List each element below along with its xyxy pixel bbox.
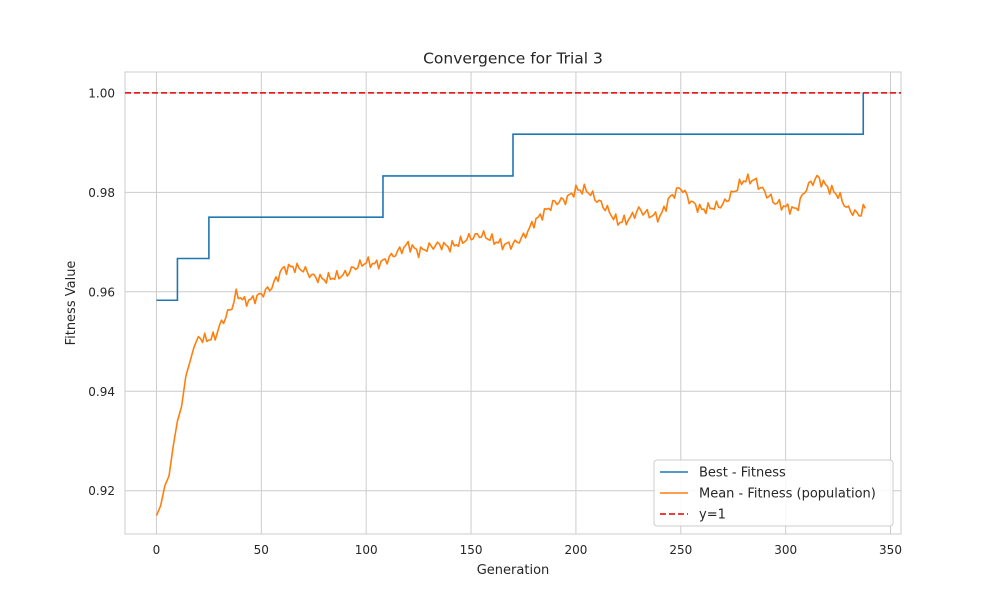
x-tick-label: 150 — [460, 543, 483, 557]
y-tick-label: 0.98 — [88, 186, 115, 200]
x-tick-label: 350 — [879, 543, 902, 557]
y-axis-label: Fitness Value — [64, 261, 79, 346]
legend-label-y-equals-1: y=1 — [699, 508, 726, 523]
y-tick-label: 1.00 — [88, 86, 115, 100]
plot-frame — [124, 71, 902, 535]
best-fitness-line — [156, 92, 865, 302]
x-tick-label: 250 — [669, 543, 692, 557]
y-tick-labels: 0.92 0.94 0.96 0.98 1.00 — [88, 86, 115, 498]
x-tick-label: 200 — [564, 543, 587, 557]
x-tick-label: 300 — [774, 543, 797, 557]
legend-label-mean-fitness: Mean - Fitness (population) — [699, 487, 876, 502]
mean-fitness-line — [155, 173, 867, 516]
y-tick-label: 0.96 — [88, 285, 115, 299]
x-tick-labels: 0 50 100 150 200 250 300 350 — [153, 543, 902, 557]
x-tick-label: 0 — [153, 543, 161, 557]
series-layer — [125, 92, 901, 516]
x-tick-label: 100 — [355, 543, 378, 557]
legend-label-best-fitness: Best - Fitness — [699, 466, 786, 481]
legend-box — [653, 459, 894, 527]
legend: Best - Fitness Mean - Fitness (populatio… — [653, 459, 894, 527]
chart-title: Convergence for Trial 3 — [423, 50, 603, 68]
y-tick-label: 0.92 — [88, 484, 115, 498]
x-tick-label: 50 — [254, 543, 269, 557]
y-tick-label: 0.94 — [88, 385, 115, 399]
x-axis-label: Generation — [477, 563, 550, 578]
